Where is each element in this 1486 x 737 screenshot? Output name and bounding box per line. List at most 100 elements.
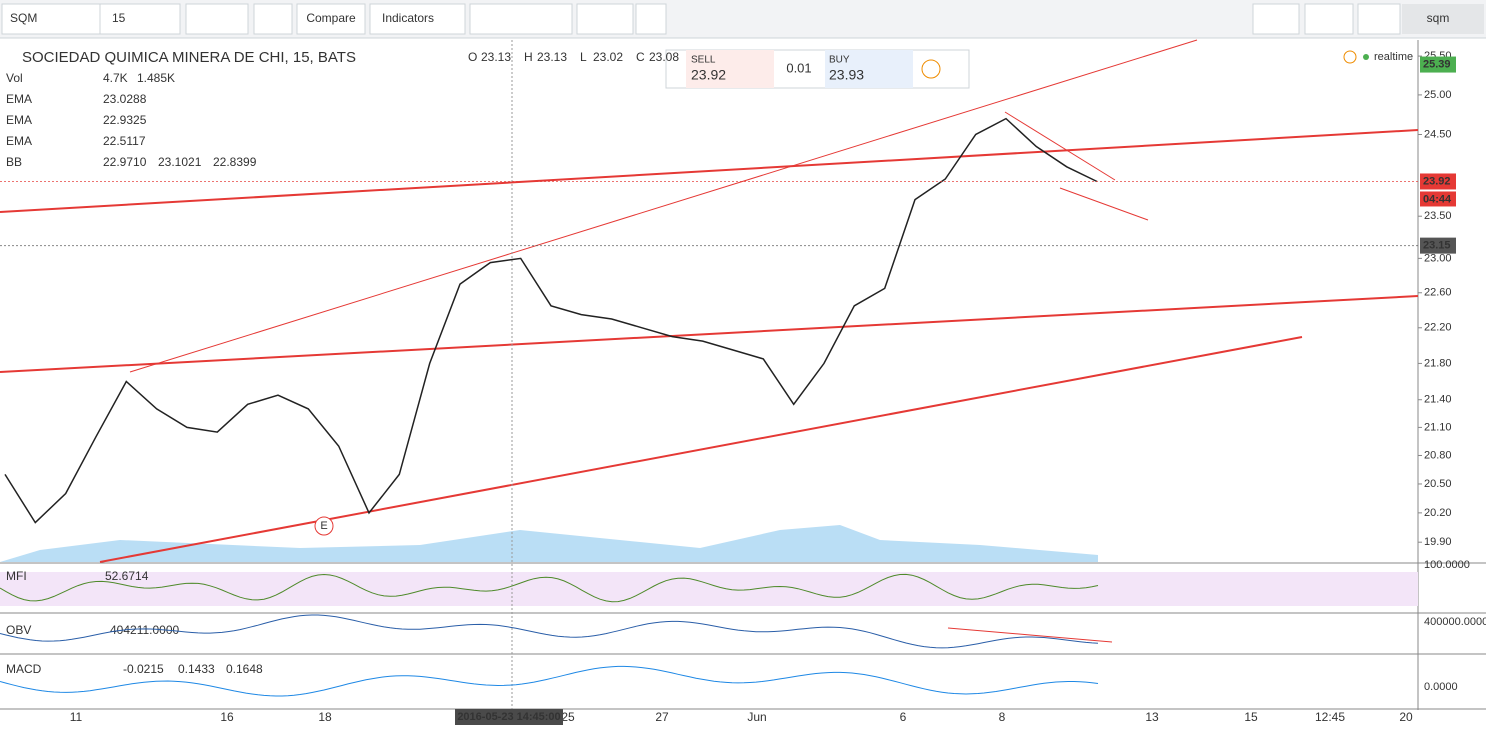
ohlc-key: L	[580, 50, 587, 64]
pane-axis-label: 400000.0000	[1424, 616, 1486, 628]
interval-box[interactable]	[99, 3, 181, 35]
fullscreen-button[interactable]	[635, 3, 667, 35]
y-tick-label: 20.50	[1424, 478, 1452, 490]
sell-button[interactable]	[686, 50, 774, 88]
ohlc-value: 23.08	[649, 50, 679, 64]
y-tick-label: 23.50	[1424, 210, 1452, 222]
x-tick-label: Jun	[747, 710, 766, 724]
trend-line	[0, 295, 1419, 373]
ohlc-value: 23.13	[537, 50, 567, 64]
price-tag-label: 23.15	[1423, 240, 1451, 252]
buy-label[interactable]: BUY	[829, 55, 850, 66]
pane-value: -0.0215	[123, 662, 164, 676]
price-line	[4, 117, 1098, 524]
x-tick-label: 8	[999, 710, 1006, 724]
y-tick-label: 21.10	[1424, 421, 1452, 433]
symbol-box[interactable]	[1, 3, 101, 35]
trend-line	[0, 129, 1419, 213]
study-value: 1.485K	[137, 71, 175, 85]
ohlc-key: O	[468, 50, 477, 64]
info-icon[interactable]	[921, 59, 941, 79]
volume-area	[0, 525, 1098, 562]
event-label: E	[320, 520, 327, 532]
x-tick-label: 16	[220, 710, 234, 724]
study-name: EMA	[6, 113, 32, 127]
y-tick-label: 19.90	[1424, 536, 1452, 548]
study-value: 23.1021	[158, 155, 202, 169]
search-box[interactable]	[1402, 4, 1484, 34]
interval[interactable]: 15	[112, 11, 126, 25]
x-tick-label: 12:45	[1315, 710, 1345, 724]
compare-button[interactable]	[296, 3, 366, 35]
pane-trace	[0, 665, 1099, 697]
chart-style-button[interactable]	[185, 3, 249, 35]
trend-line	[947, 627, 1113, 643]
pane-value: 0.1433	[178, 662, 215, 676]
price-tag	[1420, 237, 1456, 254]
pane-name: MACD	[6, 662, 42, 676]
study-value: 4.7K	[103, 71, 128, 85]
cloud-load[interactable]	[1357, 3, 1401, 35]
price-tag	[1420, 56, 1456, 73]
ohlc-value: 23.02	[593, 50, 623, 64]
ohlc-key: H	[524, 50, 533, 64]
y-tick-label: 21.80	[1424, 357, 1452, 369]
tools-button[interactable]	[469, 3, 573, 35]
layout-button[interactable]	[1252, 3, 1300, 35]
price-tag	[1420, 173, 1456, 190]
y-tick-label: 20.80	[1424, 449, 1452, 461]
legend-title: SOCIEDAD QUIMICA MINERA DE CHI, 15, BATS	[22, 49, 356, 66]
search-text[interactable]: sqm	[1427, 11, 1450, 25]
sell-price[interactable]: 23.92	[691, 67, 726, 83]
compare-label[interactable]: Compare	[306, 11, 356, 25]
pane-axis-label: 0.0000	[1424, 681, 1458, 693]
study-value: 22.9325	[103, 113, 147, 127]
pane-name: MFI	[6, 569, 27, 583]
symbol[interactable]: SQM	[10, 11, 37, 25]
ohlc-key: C	[636, 50, 645, 64]
buy-price[interactable]: 23.93	[829, 67, 864, 83]
crosshair-tag	[455, 709, 563, 725]
indicators-button[interactable]	[369, 3, 466, 35]
status: realtime	[1374, 51, 1413, 63]
study-value: 22.9710	[103, 155, 147, 169]
cloud-save[interactable]	[1304, 3, 1354, 35]
y-tick-label: 22.60	[1424, 287, 1452, 299]
ohlc-value: 23.13	[481, 50, 511, 64]
buy-button[interactable]	[825, 50, 913, 88]
indicators-label[interactable]: Indicators	[382, 11, 434, 25]
y-tick-label: 20.20	[1424, 507, 1452, 519]
pane-axis-label: 100.0000	[1424, 559, 1470, 571]
x-tick-label: 25	[561, 710, 575, 724]
pane-value: 52.6714	[105, 569, 149, 583]
x-tick-label: 13	[1145, 710, 1159, 724]
trend-line	[1004, 111, 1116, 181]
pane-trace	[0, 614, 1099, 649]
x-tick-label: 15	[1244, 710, 1258, 724]
x-tick-label: 27	[655, 710, 669, 724]
y-tick-label: 21.40	[1424, 394, 1452, 406]
mfi-band	[0, 572, 1418, 606]
sell-label[interactable]: SELL	[691, 55, 716, 66]
countdown: 04:44	[1423, 193, 1452, 205]
price-tag-label: 25.39	[1423, 58, 1451, 70]
price-tag-label: 23.92	[1423, 175, 1451, 187]
y-tick-label: 25.00	[1424, 89, 1452, 101]
study-value: 22.5117	[103, 134, 146, 148]
settings-button[interactable]	[253, 3, 293, 35]
pane-value: 404211.0000	[110, 623, 180, 637]
crosshair-label: 2016-05-23 14:45:00	[457, 711, 560, 723]
trend-lines	[0, 39, 1419, 643]
study-value: 22.8399	[213, 155, 257, 169]
undo-redo[interactable]	[576, 3, 634, 35]
spread: 0.01	[786, 60, 811, 75]
study-name: EMA	[6, 134, 32, 148]
event-marker	[314, 516, 334, 536]
study-name: BB	[6, 155, 22, 169]
study-name: EMA	[6, 92, 32, 106]
trend-line	[129, 39, 1198, 373]
y-tick-label: 23.00	[1424, 252, 1452, 264]
pane-trace	[0, 573, 1099, 603]
x-tick-label: 11	[70, 710, 83, 724]
